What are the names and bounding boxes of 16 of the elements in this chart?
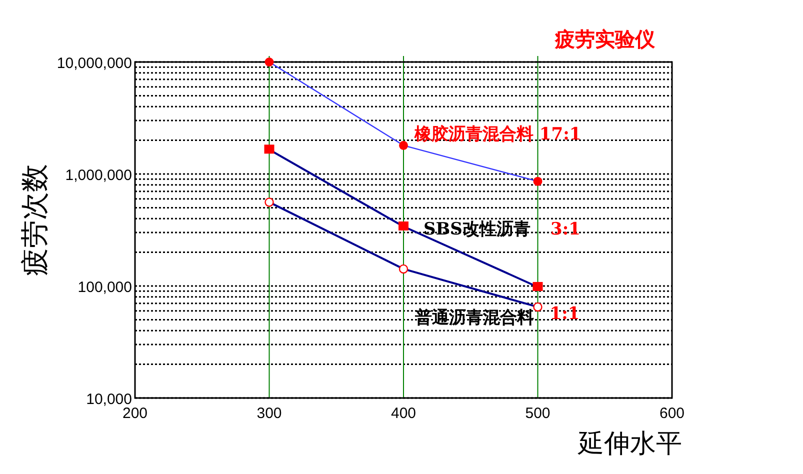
x-tick-label: 600 [659, 405, 685, 422]
annotation: 3:1 [550, 219, 580, 240]
x-tick-label: 400 [390, 405, 416, 422]
y-tick-label: 10,000 [86, 391, 132, 408]
x-tick-label: 500 [525, 405, 550, 422]
annotation: 橡胶沥青混合料 17:1 [414, 124, 582, 144]
y-tick-label: 1,000,000 [65, 167, 132, 184]
x-axis-title: 延伸水平 [577, 429, 682, 459]
chart-title: 疲劳实验仪 [554, 27, 656, 51]
y-axis-title: 疲劳次数 [18, 164, 51, 276]
annotation: 1:1 [550, 304, 580, 324]
y-tick-label: 10,000,000 [56, 55, 132, 72]
x-tick-label: 300 [256, 405, 282, 422]
y-tick-label: 100,000 [78, 279, 132, 296]
x-tick-label: 200 [122, 405, 148, 422]
annotation: SBS改性沥青 [424, 219, 530, 240]
